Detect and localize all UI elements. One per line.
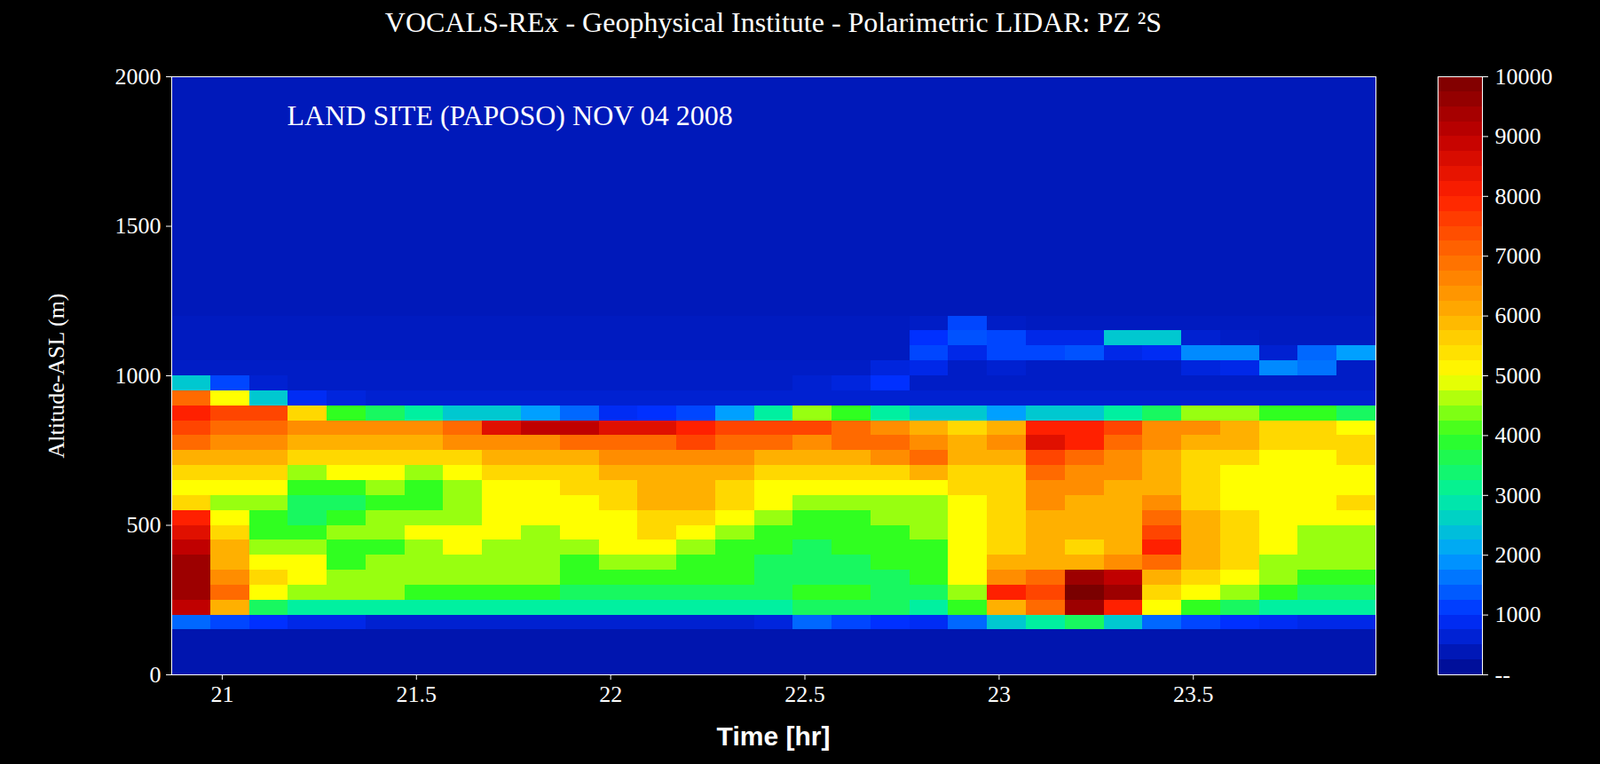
svg-text:3000: 3000 xyxy=(1495,482,1542,509)
svg-text:1000: 1000 xyxy=(1495,601,1542,628)
html-text:Time [hr]: Time [hr] xyxy=(716,721,831,751)
svg-text:23.5: 23.5 xyxy=(1173,681,1214,708)
svg-text:22: 22 xyxy=(599,681,623,708)
svg-text:23: 23 xyxy=(987,681,1011,708)
svg-text:10000: 10000 xyxy=(1495,63,1553,90)
svg-text:22.5: 22.5 xyxy=(784,681,826,708)
svg-text:1500: 1500 xyxy=(115,212,162,239)
svg-text:21.5: 21.5 xyxy=(396,681,438,708)
svg-text:7000: 7000 xyxy=(1495,243,1542,269)
svg-text:0: 0 xyxy=(149,662,162,688)
svg-text:--: -- xyxy=(1495,662,1511,688)
svg-text:2000: 2000 xyxy=(1495,542,1542,568)
html-text:VOCALS-REx - Geophysical Insti: VOCALS-REx - Geophysical Institute - Pol… xyxy=(385,6,1162,39)
svg-text:LAND SITE (PAPOSO) NOV 04 2008: LAND SITE (PAPOSO) NOV 04 2008 xyxy=(287,99,734,132)
svg-text:500: 500 xyxy=(126,512,162,538)
svg-text:9000: 9000 xyxy=(1495,123,1542,150)
svg-text:5000: 5000 xyxy=(1495,362,1542,389)
svg-text:2000: 2000 xyxy=(115,63,162,90)
svg-text:1000: 1000 xyxy=(115,362,162,389)
svg-text:21: 21 xyxy=(210,681,234,708)
svg-text:Altitude-ASL (m): Altitude-ASL (m) xyxy=(43,292,70,458)
svg-text:4000: 4000 xyxy=(1495,422,1542,449)
svg-text:8000: 8000 xyxy=(1495,183,1542,210)
svg-text:6000: 6000 xyxy=(1495,302,1542,329)
